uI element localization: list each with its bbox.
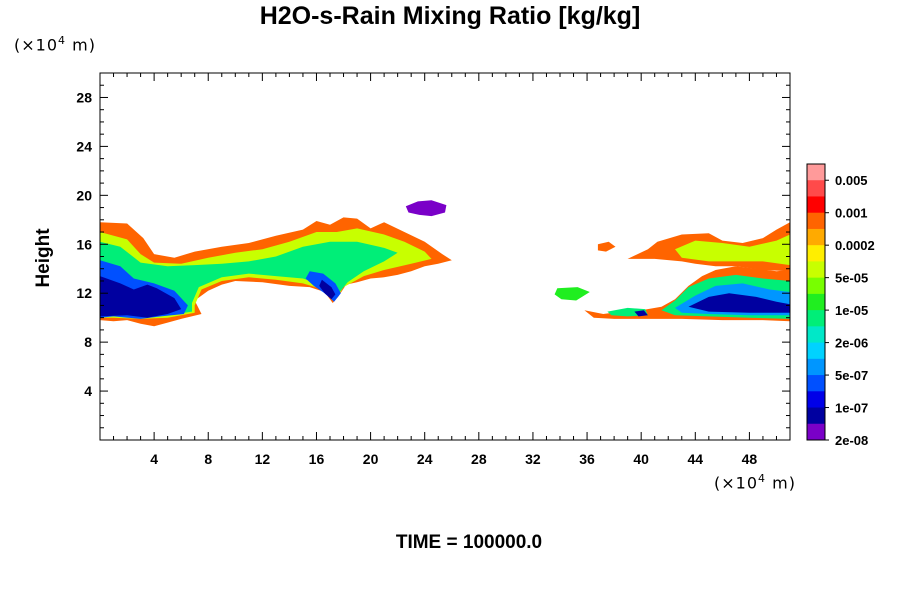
y-tick-label: 12	[76, 285, 92, 301]
x-tick-label: 36	[579, 451, 595, 467]
x-tick-label: 44	[688, 451, 704, 467]
x-tick-label: 28	[471, 451, 487, 467]
colorbar-label: 0.001	[835, 206, 868, 221]
contour-region	[634, 310, 648, 317]
contour-regions	[100, 200, 790, 327]
y-unit-prefix: (×10	[14, 35, 59, 55]
x-tick-label: 4	[150, 451, 158, 467]
colorbar-swatch	[807, 310, 825, 327]
colorbar-swatch	[807, 212, 825, 230]
y-tick-label: 24	[76, 138, 92, 154]
colorbar-label: 2e-06	[835, 336, 868, 351]
x-unit-prefix: (×10	[714, 473, 759, 493]
contour-region	[675, 234, 790, 266]
x-unit-exponent: 4	[758, 472, 767, 485]
x-tick-label: 40	[633, 451, 649, 467]
colorbar-swatch	[807, 277, 825, 295]
x-tick-label: 8	[204, 451, 212, 467]
contour-region	[100, 276, 182, 318]
colorbar-swatch	[807, 196, 825, 214]
colorbar-swatch	[807, 164, 825, 181]
colorbar-swatch	[807, 326, 825, 344]
colorbar-swatch	[807, 342, 825, 360]
colorbar-label: 5e-05	[835, 271, 868, 286]
colorbar-swatch	[807, 293, 825, 311]
x-tick-label: 20	[363, 451, 379, 467]
contour-region	[688, 293, 790, 313]
colorbar: 0.005 0.001 0.0002 5e-05 1e-05 2e-06 5e-07 1e-0…	[806, 163, 875, 448]
y-tick-label: 16	[76, 236, 92, 252]
y-tick-label: 8	[84, 334, 92, 350]
colorbar-label: 5e-07	[835, 368, 868, 383]
colorbar-label: 0.0002	[835, 238, 875, 253]
contour-region	[597, 241, 616, 252]
colorbar-label: 2e-08	[835, 433, 868, 448]
colorbar-swatch	[807, 407, 825, 425]
y-axis-label: Height	[33, 228, 54, 288]
x-axis: 4 8 12 16 20 24 28 32 36 40 44 48	[99, 73, 777, 467]
y-axis-unit: (×104 m)	[14, 34, 96, 54]
contour-region	[405, 200, 447, 217]
colorbar-swatch	[807, 245, 825, 262]
colorbar-label: 0.005	[835, 173, 868, 188]
time-label: TIME = 100000.0	[395, 532, 543, 553]
y-axis: 4 8 12 16 20 24 28	[76, 72, 790, 441]
x-tick-label: 24	[417, 451, 433, 467]
colorbar-label: 1e-05	[835, 303, 868, 318]
y-tick-label: 20	[76, 187, 92, 203]
x-unit-suffix: m)	[766, 473, 796, 493]
x-tick-label: 12	[255, 451, 271, 467]
contour-region	[554, 287, 590, 301]
y-unit-suffix: m)	[66, 35, 96, 55]
x-tick-label: 32	[525, 451, 541, 467]
contour-region	[319, 279, 336, 300]
y-tick-label: 4	[84, 383, 92, 399]
colorbar-swatch	[807, 228, 825, 246]
colorbar-swatch	[807, 180, 825, 197]
chart-title: H2O-s-Rain Mixing Ratio [kg/kg]	[259, 2, 641, 30]
y-unit-exponent: 4	[58, 34, 67, 47]
x-axis-unit: (×104 m)	[714, 472, 796, 492]
colorbar-label: 1e-07	[835, 401, 868, 416]
colorbar-swatch	[807, 423, 825, 441]
x-tick-label: 16	[309, 451, 325, 467]
x-tick-label: 48	[742, 451, 758, 467]
colorbar-swatch	[807, 358, 825, 376]
colorbar-swatch	[807, 261, 825, 279]
colorbar-swatch	[807, 391, 825, 409]
y-tick-label: 28	[76, 89, 92, 105]
colorbar-frame	[806, 163, 826, 441]
colorbar-swatch	[807, 375, 825, 392]
